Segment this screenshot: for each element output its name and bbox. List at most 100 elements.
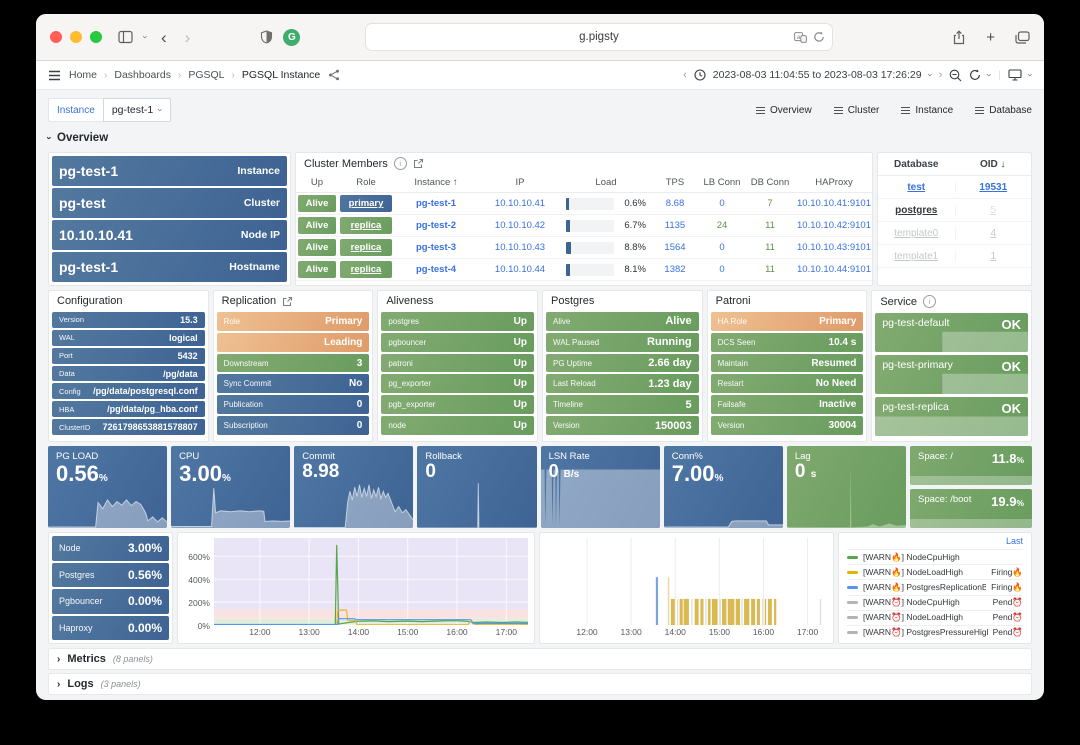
alert-timeline-plot[interactable] <box>546 538 827 625</box>
panel-title[interactable]: Configuration <box>57 295 123 307</box>
panel-title[interactable]: Aliveness <box>386 295 434 307</box>
menu-icon[interactable] <box>48 70 61 81</box>
dashboard-link[interactable]: Cluster <box>833 104 880 116</box>
alerts-last-link[interactable]: Last <box>1005 536 1023 546</box>
instance-link[interactable]: pg-test-4 <box>415 264 457 275</box>
fullscreen-window-button[interactable] <box>90 31 102 43</box>
info-icon[interactable]: i <box>393 157 407 170</box>
dashboard-link[interactable]: Database <box>975 105 1032 116</box>
oid-link[interactable]: 19531 <box>954 181 1032 193</box>
up-status-badge: Alive <box>298 217 336 234</box>
dashboard-link-label: Cluster <box>847 104 880 116</box>
role-link[interactable]: primary <box>340 195 392 212</box>
config-stat-row: Config/pg/data/postgresql.conf <box>52 383 205 400</box>
ip-link[interactable]: 10.10.10.42 <box>494 220 546 231</box>
aliveness-stat-row: node Up <box>381 416 534 435</box>
chevron-down-icon[interactable]: › <box>925 73 936 77</box>
translate-icon[interactable]: a <box>794 31 807 43</box>
haproxy-link[interactable]: 10.10.10.44:9101 <box>797 264 871 275</box>
breadcrumb-dashboards[interactable]: Dashboards <box>114 69 171 81</box>
dashboard-link[interactable]: Instance <box>901 105 953 116</box>
breadcrumb-pgsql[interactable]: PGSQL <box>188 69 225 81</box>
oid-link[interactable]: 5 <box>954 204 1032 216</box>
haproxy-link[interactable]: 10.10.10.43:9101 <box>797 242 871 253</box>
patroni-stat-row: Failsafe Inactive <box>710 395 864 415</box>
sort-column-oid[interactable]: OID ↓ <box>979 158 1006 170</box>
alert-legend-row[interactable]: [WARN⏰] PostgresPressureHigh Pend⏰ <box>847 624 1023 640</box>
browser-forward-button[interactable]: › <box>184 27 191 47</box>
role-link[interactable]: replica <box>340 239 392 256</box>
alert-legend-row[interactable]: [WARN🔥] NodeCpuHigh <box>847 549 1023 564</box>
up-status-badge: Alive <box>298 239 336 256</box>
instance-link[interactable]: pg-test-2 <box>415 220 457 231</box>
dashboard-link[interactable]: Overview <box>756 105 812 116</box>
row-overview-toggle[interactable]: › Overview <box>45 128 1032 148</box>
panel-title[interactable]: Patroni <box>715 295 751 307</box>
database-link[interactable]: postgres <box>895 204 938 216</box>
external-link-icon[interactable] <box>413 158 424 169</box>
sidebar-toggle-icon[interactable] <box>118 30 134 44</box>
instance-link[interactable]: pg-test-3 <box>415 242 457 253</box>
table-header: Up Role Instance ↑ IP Load TPS LB Conn DB C… <box>296 172 872 193</box>
role-link[interactable]: replica <box>340 217 392 234</box>
address-bar[interactable]: g.pigsty a <box>364 23 833 51</box>
tab-overview-icon[interactable] <box>1015 30 1030 44</box>
close-window-button[interactable] <box>50 31 62 43</box>
panel-title[interactable]: Postgres <box>551 295 595 307</box>
oid-link[interactable]: 4 <box>954 227 1032 239</box>
alert-legend-row[interactable]: [WARN⏰] NodeLoadHigh Pend⏰ <box>847 609 1023 625</box>
panel-title[interactable]: Replication <box>221 295 277 307</box>
instance-variable-dropdown[interactable]: pg-test-1 › <box>102 98 172 122</box>
row-logs-toggle[interactable]: › Logs (3 panels) <box>48 673 1032 695</box>
sidebar-chevron-icon[interactable]: › <box>140 35 151 39</box>
new-tab-button[interactable]: + <box>986 28 995 46</box>
database-link[interactable]: template0 <box>894 227 939 239</box>
time-shift-forward-icon[interactable]: › <box>938 69 943 81</box>
alert-legend-row[interactable]: [WARN🔥] NodeLoadHigh Firing🔥 <box>847 564 1023 579</box>
database-link[interactable]: template1 <box>894 250 939 262</box>
oid-link[interactable]: 1 <box>954 250 1032 262</box>
panel-title[interactable]: Service <box>880 295 918 308</box>
ip-link[interactable]: 10.10.10.41 <box>494 198 546 209</box>
sort-column-instance[interactable]: Instance ↑ <box>414 176 458 188</box>
refresh-interval-chevron-icon[interactable]: › <box>984 73 995 77</box>
breadcrumb-home[interactable]: Home <box>69 69 98 81</box>
ip-link[interactable]: 10.10.10.44 <box>494 264 546 275</box>
grammarly-extension-icon[interactable]: G <box>283 28 301 46</box>
role-link[interactable]: replica <box>340 261 392 278</box>
refresh-icon[interactable] <box>969 69 981 81</box>
service-stat: pg-test-primary OK <box>875 355 1028 394</box>
share-dashboard-icon[interactable] <box>328 69 340 81</box>
load-gauge: 0.6% <box>562 197 650 210</box>
alert-legend-row[interactable]: [WARN⏰] NodeCpuHigh Pend⏰ <box>847 594 1023 610</box>
service-stat: pg-test-replica OK <box>875 397 1028 436</box>
minimize-window-button[interactable] <box>70 31 82 43</box>
database-link[interactable]: test <box>907 181 926 193</box>
breadcrumb-current[interactable]: PGSQL Instance <box>241 69 321 81</box>
stat-value: pg-test-1 <box>59 163 119 179</box>
panel-title[interactable]: Cluster Members <box>304 157 388 170</box>
privacy-shield-icon[interactable] <box>260 30 273 44</box>
row-metrics-toggle[interactable]: › Metrics (8 panels) <box>48 648 1032 670</box>
reload-icon[interactable] <box>813 31 825 43</box>
dashboard-list-icon <box>901 106 911 114</box>
haproxy-link[interactable]: 10.10.10.42:9101 <box>797 220 871 231</box>
haproxy-link[interactable]: 10.10.10.41:9101 <box>797 198 871 209</box>
kiosk-chevron-icon[interactable]: › <box>1025 73 1036 77</box>
zoom-out-icon[interactable] <box>949 69 962 82</box>
load-gauge: 8.8% <box>562 241 650 254</box>
ip-link[interactable]: 10.10.10.43 <box>494 242 546 253</box>
time-shift-back-icon[interactable]: ‹ <box>683 69 687 81</box>
instance-link[interactable]: pg-test-1 <box>415 198 457 209</box>
alert-legend-row[interactable]: [WARN🔥] PostgresReplicationBreak Firing🔥 <box>847 579 1023 594</box>
time-range-picker[interactable]: 2023-08-03 11:04:55 to 2023-08-03 17:26:… <box>712 69 922 81</box>
kiosk-mode-icon[interactable] <box>1008 69 1022 81</box>
browser-back-button[interactable]: ‹ <box>161 27 167 47</box>
breadcrumb: Home › Dashboards › PGSQL › PGSQL Instan… <box>69 69 320 81</box>
info-icon[interactable]: i <box>923 295 937 308</box>
load-gauge: 6.7% <box>562 219 650 232</box>
share-icon[interactable] <box>952 29 966 45</box>
external-link-icon[interactable] <box>282 296 293 307</box>
cpu-usage-plot[interactable] <box>214 538 528 625</box>
clock-icon <box>694 69 706 81</box>
